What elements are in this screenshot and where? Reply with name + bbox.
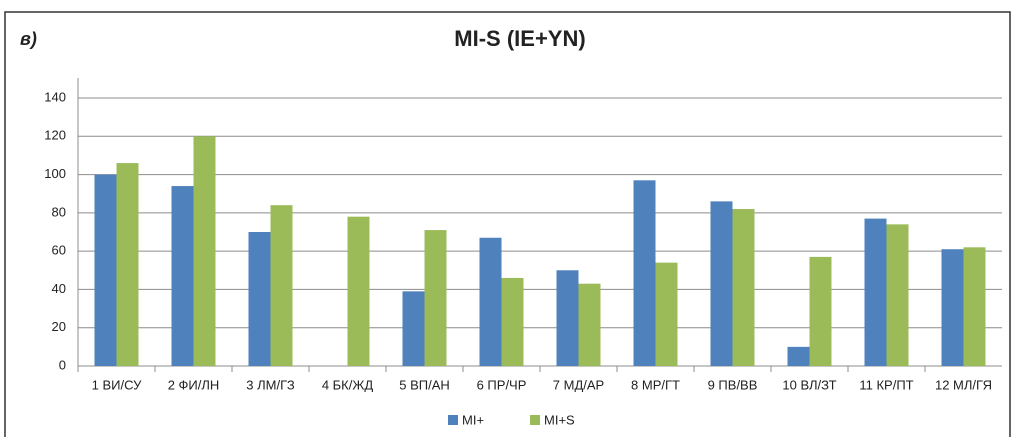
bar — [248, 232, 271, 366]
y-tick-label: 120 — [44, 128, 66, 143]
x-tick-label: 2 ФИ/ЛН — [168, 377, 220, 392]
bar — [116, 163, 139, 366]
panel-label: в) — [20, 29, 37, 49]
legend-label: MI+S — [544, 412, 575, 427]
bar — [94, 174, 117, 366]
bar — [963, 247, 986, 366]
bar — [886, 224, 909, 366]
x-tick-label: 12 МЛ/ГЯ — [935, 377, 992, 392]
x-tick-label: 6 ПР/ЧР — [477, 377, 527, 392]
y-tick-label: 20 — [52, 319, 66, 334]
y-tick-label: 100 — [44, 166, 66, 181]
bar — [710, 201, 733, 366]
bar — [809, 256, 832, 366]
x-tick-label: 1 ВИ/СУ — [92, 377, 142, 392]
bar — [479, 237, 502, 366]
y-tick-label: 140 — [44, 89, 66, 104]
x-tick-label: 11 КР/ПТ — [859, 377, 913, 392]
y-tick-label: 60 — [52, 243, 66, 258]
bar — [402, 291, 425, 366]
x-tick-label: 9 ПВ/ВВ — [708, 377, 758, 392]
bar — [424, 230, 447, 366]
legend-label: MI+ — [462, 412, 484, 427]
bar — [193, 136, 216, 366]
bar — [864, 218, 887, 366]
legend-swatch — [530, 415, 540, 425]
x-tick-label: 8 МР/ГТ — [631, 377, 680, 392]
bar — [633, 180, 656, 366]
x-tick-label: 5 ВП/АН — [399, 377, 450, 392]
bar — [556, 270, 579, 366]
bar — [171, 186, 194, 366]
bar — [787, 346, 810, 366]
bar — [501, 277, 524, 366]
y-tick-label: 80 — [52, 204, 66, 219]
bar — [270, 205, 293, 366]
bar — [941, 249, 964, 366]
bar — [655, 262, 678, 366]
chart-title: MI-S (IE+YN) — [454, 26, 585, 51]
x-tick-label: 7 МД/АР — [553, 377, 604, 392]
legend-swatch — [448, 415, 458, 425]
chart-frame — [4, 11, 1011, 442]
x-tick-label: 3 ЛМ/ГЗ — [246, 377, 295, 392]
bar — [732, 209, 755, 366]
y-tick-label: 0 — [59, 357, 66, 372]
bar — [578, 283, 601, 366]
y-tick-label: 40 — [52, 281, 66, 296]
x-tick-label: 10 ВЛ/ЗТ — [782, 377, 836, 392]
bar — [347, 216, 370, 366]
x-tick-label: 4 БК/ЖД — [322, 377, 374, 392]
